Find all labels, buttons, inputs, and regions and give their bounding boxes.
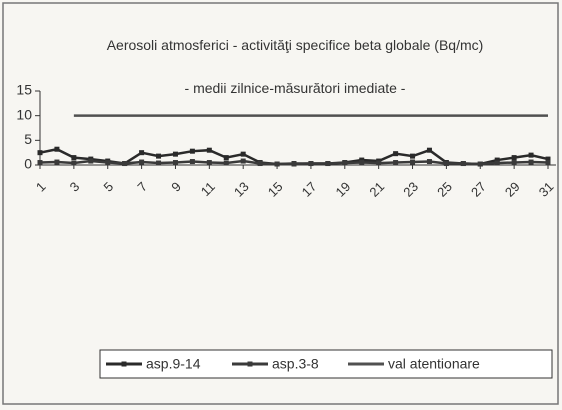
x-tick-label: 15 (265, 179, 286, 200)
series-marker (545, 156, 551, 162)
x-tick-label: 19 (333, 179, 354, 200)
series-marker (443, 161, 449, 167)
series-marker (528, 159, 534, 165)
series-marker (156, 160, 162, 166)
series-marker (54, 159, 60, 165)
legend-marker (121, 361, 127, 367)
series-marker (139, 150, 145, 156)
series-marker (460, 161, 466, 167)
series-marker (426, 159, 432, 165)
series-marker (376, 160, 382, 166)
series-marker (206, 147, 212, 153)
series-marker (71, 155, 77, 161)
series-marker (511, 160, 517, 166)
series-marker (274, 161, 280, 167)
y-tick-label: 15 (16, 82, 32, 98)
series-marker (393, 160, 399, 166)
series-marker (156, 153, 162, 159)
x-tick-label: 23 (400, 179, 421, 200)
series-marker (37, 160, 43, 166)
series-marker (393, 151, 399, 157)
x-tick-label: 5 (101, 179, 117, 195)
x-tick-label: 11 (198, 179, 218, 199)
legend-box (99, 349, 553, 379)
y-tick-label: 0 (24, 156, 32, 172)
series-marker (410, 153, 416, 159)
chart-subtitle: - medii zilnice-măsurători imediate - (184, 80, 406, 96)
chart-border (2, 2, 559, 405)
series-marker (528, 152, 534, 158)
series-marker (139, 159, 145, 165)
x-tick-label: 9 (168, 179, 184, 195)
legend-label: asp.3-8 (272, 356, 319, 372)
series-marker (122, 161, 128, 167)
series-marker (88, 158, 94, 164)
series-marker (206, 160, 212, 166)
series-marker (71, 160, 77, 166)
x-tick-label: 17 (299, 179, 320, 200)
series-marker (37, 150, 43, 156)
series-marker (257, 161, 263, 167)
series-marker (545, 160, 551, 166)
y-tick-label: 5 (24, 131, 32, 147)
series-marker (359, 160, 365, 166)
y-tick-label: 10 (16, 106, 32, 122)
series-marker (410, 159, 416, 165)
x-tick-label: 1 (33, 179, 49, 195)
series-marker (494, 160, 500, 166)
series-marker (223, 155, 229, 161)
legend-marker (247, 361, 253, 367)
x-tick-label: 31 (536, 179, 557, 200)
series-marker (511, 155, 517, 161)
series-marker (325, 161, 331, 167)
series-marker (291, 161, 297, 167)
x-tick-label: 13 (231, 179, 252, 200)
series-marker (189, 148, 195, 154)
series-marker (240, 158, 246, 164)
x-tick-label: 27 (468, 179, 489, 200)
x-tick-label: 25 (434, 179, 455, 200)
series-marker (172, 160, 178, 166)
x-tick-label: 7 (134, 179, 150, 195)
series-marker (223, 160, 229, 166)
series-marker (189, 159, 195, 165)
series-marker (342, 160, 348, 166)
series-marker (54, 146, 60, 152)
series-marker (426, 147, 432, 153)
series-marker (172, 151, 178, 157)
chart-title: Aerosoli atmosferici - activităţi specif… (106, 37, 484, 53)
series-marker (240, 151, 246, 157)
series-marker (308, 161, 314, 167)
series-marker (494, 157, 500, 163)
series-marker (477, 161, 483, 167)
x-tick-label: 29 (502, 179, 523, 200)
series-marker (105, 160, 111, 166)
x-tick-label: 3 (67, 179, 83, 195)
legend-label: val atentionare (388, 356, 480, 372)
x-tick-label: 21 (366, 179, 387, 200)
legend-label: asp.9-14 (146, 356, 201, 372)
